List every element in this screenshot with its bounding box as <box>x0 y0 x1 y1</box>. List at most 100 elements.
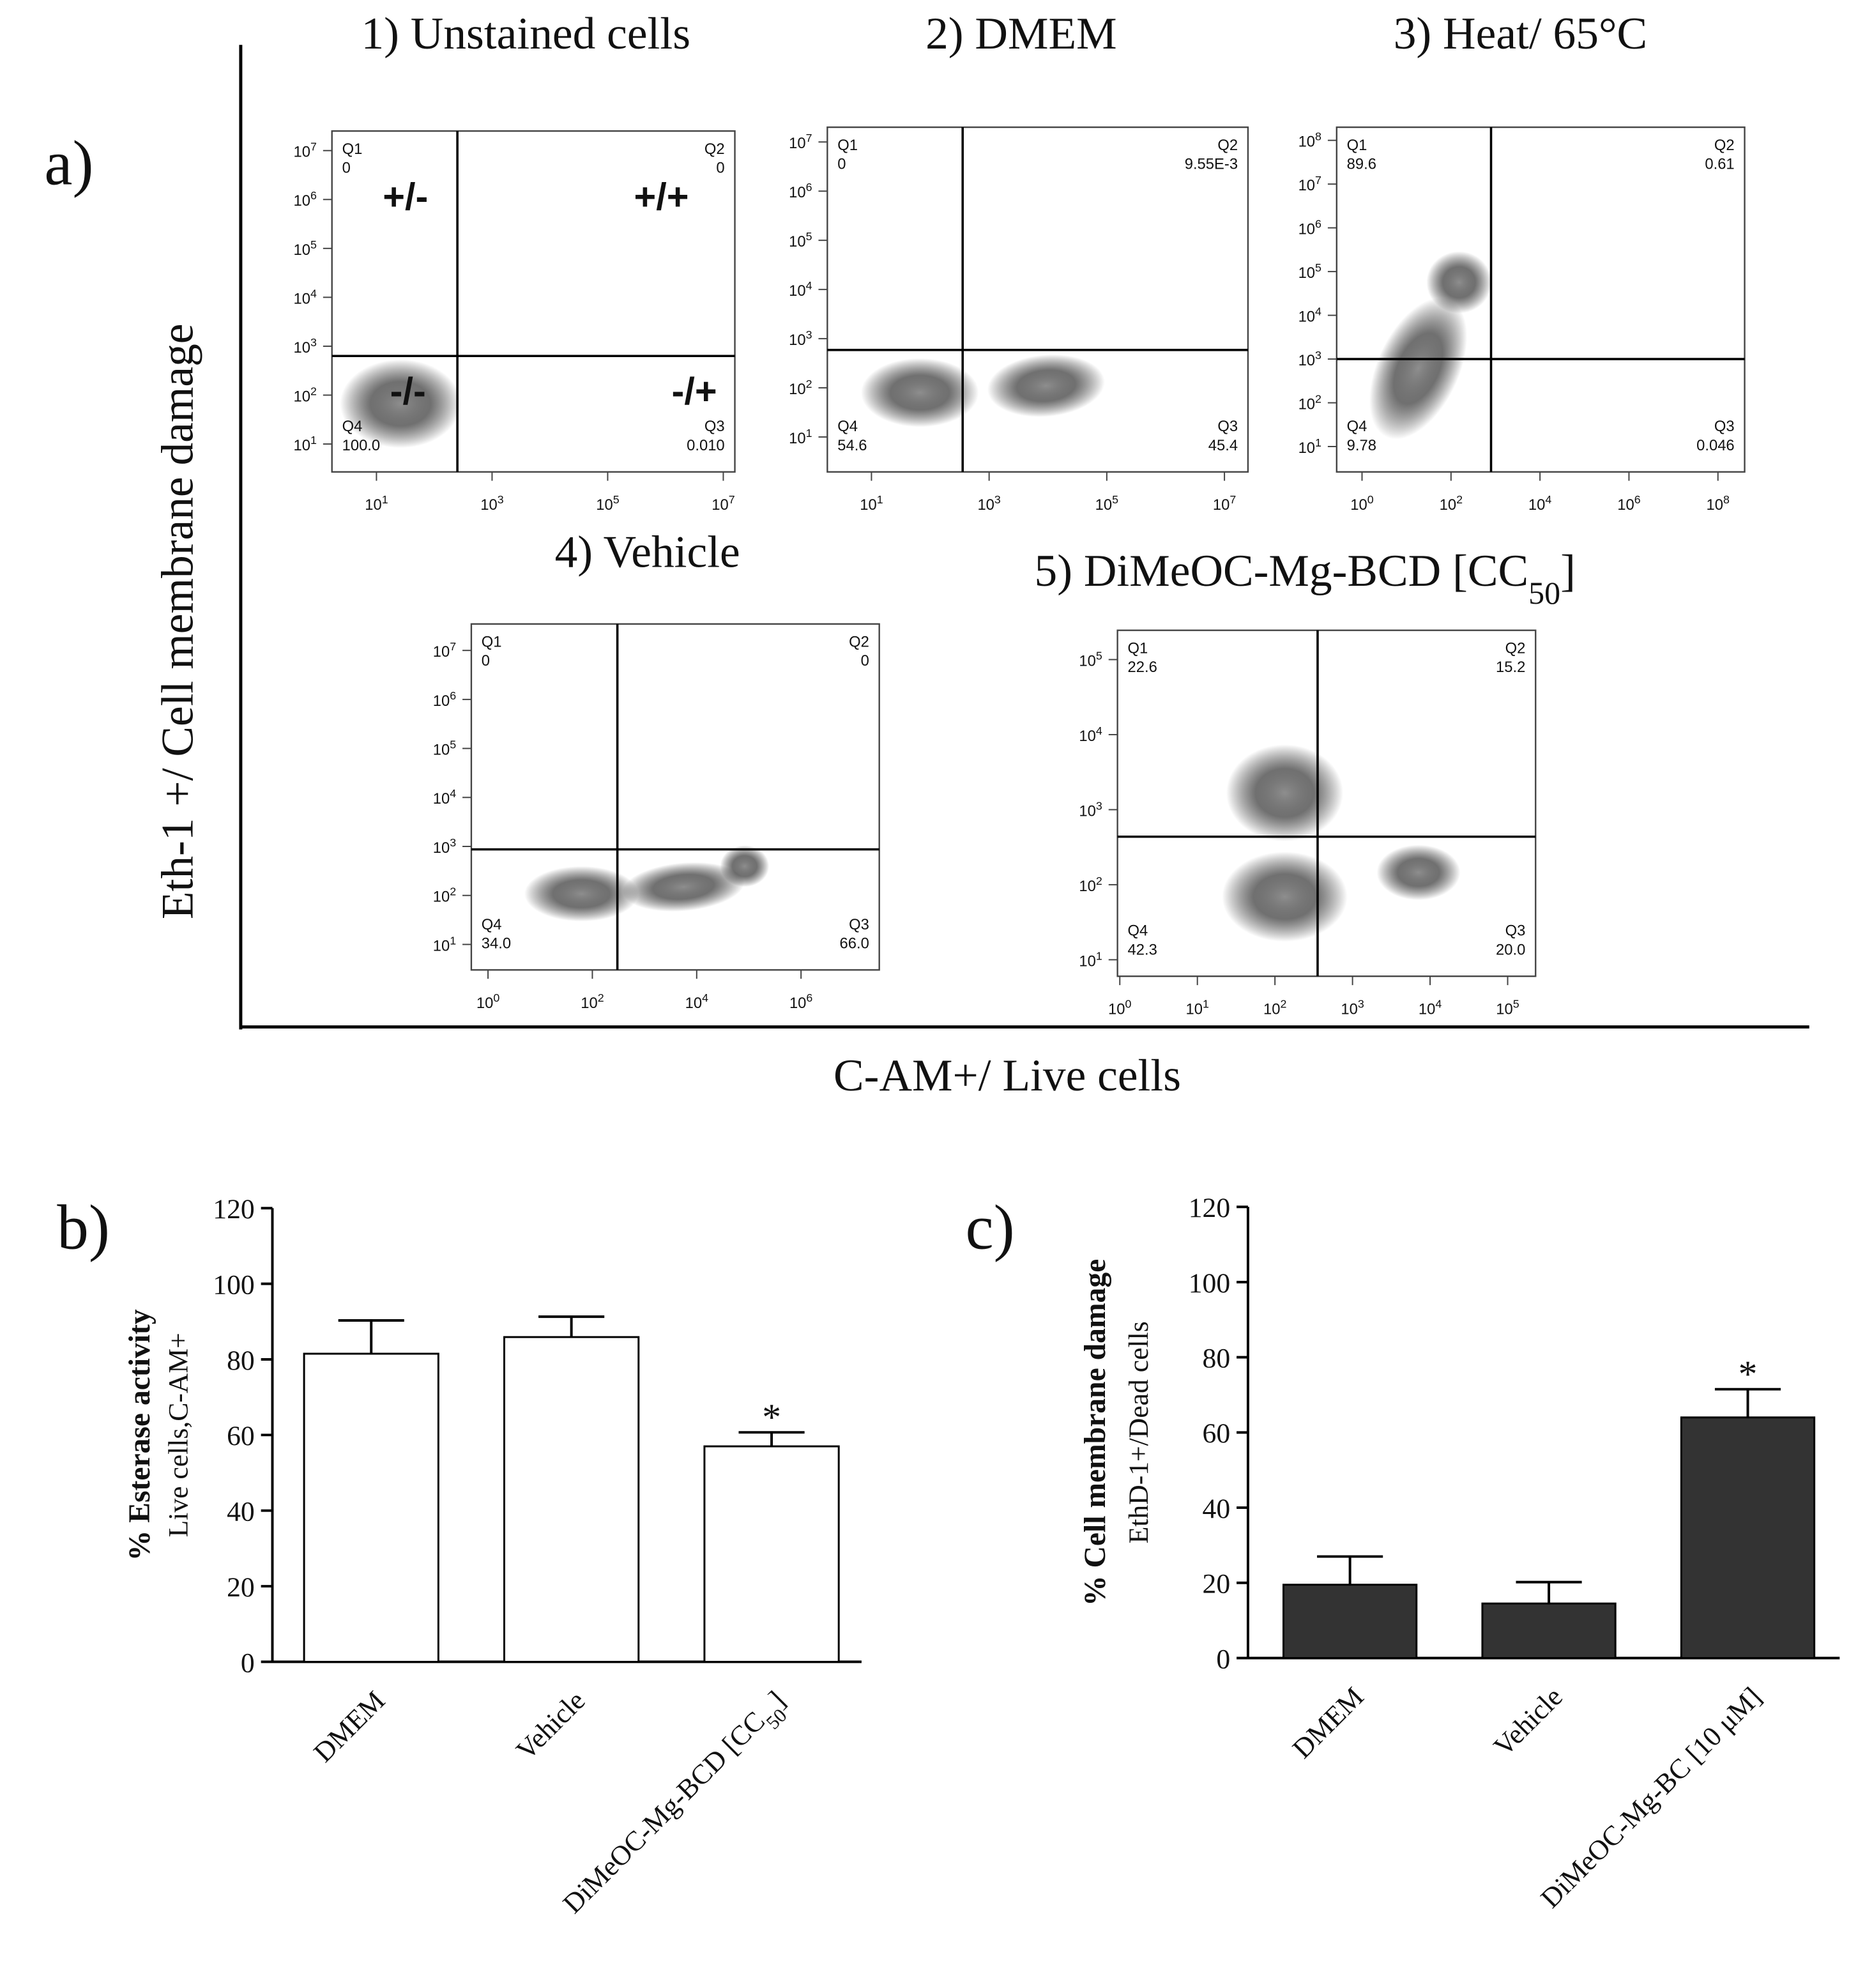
plot-frame <box>331 130 736 473</box>
quadrant-name: Q4 <box>342 418 363 435</box>
tick-exponent: 5 <box>613 493 620 506</box>
quadrant-name: Q3 <box>849 916 869 933</box>
x-tick-label: 105 <box>1095 493 1118 514</box>
quadrant-name: Q2 <box>1714 137 1735 154</box>
tick-exponent: 8 <box>1723 493 1730 506</box>
x-tick-label: 103 <box>1341 998 1364 1018</box>
x-tick-label: 102 <box>581 991 604 1012</box>
tick-exponent: 5 <box>310 238 317 251</box>
quadrant-value: 9.78 <box>1347 437 1376 454</box>
tick-exponent: 3 <box>450 836 456 849</box>
tick-base: 10 <box>433 790 450 807</box>
quadrant-value: 100.0 <box>342 437 381 454</box>
plot-title: 2) DMEM <box>925 8 1117 59</box>
quadrant-value: 20.0 <box>1496 942 1525 959</box>
y-tick-label: 105 <box>433 738 456 759</box>
tick-base: 10 <box>1298 134 1315 151</box>
tick-exponent: 3 <box>1358 998 1364 1011</box>
tick-exponent: 1 <box>1315 436 1321 449</box>
y-tick-label: 102 <box>1298 392 1321 413</box>
tick-exponent: 3 <box>1096 799 1102 812</box>
x-tick-label: 101 <box>1186 998 1209 1018</box>
y-tick-label: 103 <box>294 336 317 356</box>
tick-base: 10 <box>581 995 597 1012</box>
tick-exponent: 4 <box>1435 998 1442 1011</box>
y-tick-label: 104 <box>433 787 456 807</box>
y-axis-label: % Cell membrane damage <box>1079 1259 1112 1606</box>
tick-base: 10 <box>789 332 805 349</box>
x-tick-label: 102 <box>1440 493 1463 514</box>
tick-base: 10 <box>1350 496 1367 514</box>
tick-base: 10 <box>1419 1001 1435 1018</box>
quadrant-value: 9.55E-3 <box>1185 156 1238 173</box>
x-tick-label: 104 <box>1528 493 1551 514</box>
y-tick-label: 120 <box>1189 1193 1230 1223</box>
x-tick-label: 102 <box>1263 998 1286 1018</box>
x-tick-label: 101 <box>365 493 388 514</box>
quadrant-sign: +/- <box>383 175 428 218</box>
tick-base: 10 <box>433 692 450 710</box>
density-cloud <box>340 359 461 448</box>
y-tick-label: 106 <box>789 181 812 201</box>
tick-exponent: 3 <box>1315 349 1321 362</box>
plot-title: 4) Vehicle <box>555 526 740 577</box>
tick-base: 10 <box>1298 309 1315 326</box>
tick-exponent: 6 <box>1315 218 1321 231</box>
tick-exponent: 4 <box>1545 493 1551 506</box>
tick-base: 10 <box>1079 652 1095 669</box>
x-tick-label: 106 <box>789 991 812 1012</box>
tick-exponent: 3 <box>498 493 504 506</box>
tick-exponent: 3 <box>806 328 812 341</box>
quadrant-name: Q1 <box>342 141 363 158</box>
quadrant-name: Q4 <box>1347 418 1367 435</box>
density-cloud <box>622 862 745 912</box>
tick-exponent: 7 <box>1229 493 1236 506</box>
tick-base: 10 <box>1617 496 1634 514</box>
significance-mark: * <box>762 1396 781 1438</box>
tick-exponent: 7 <box>729 493 735 506</box>
tick-base: 10 <box>1079 878 1095 895</box>
y-tick-label: 20 <box>1203 1569 1231 1600</box>
quadrant-value: 0 <box>482 652 490 669</box>
tick-exponent: 7 <box>1315 174 1321 187</box>
density-cloud <box>720 845 770 887</box>
y-tick-label: 104 <box>1079 724 1102 745</box>
plot-frame <box>826 126 1249 473</box>
plot-title: 3) Heat/ 65°C <box>1394 8 1647 59</box>
tick-exponent: 5 <box>806 230 812 243</box>
quadrant-value: 45.4 <box>1208 437 1238 454</box>
tick-exponent: 7 <box>450 640 456 653</box>
plot-frame <box>1116 629 1537 977</box>
y-tick-label: 0 <box>1216 1644 1230 1674</box>
tick-base: 10 <box>365 496 381 514</box>
quadrant-name: Q3 <box>1714 418 1735 435</box>
quadrant-name: Q4 <box>837 418 858 435</box>
y-tick-label: 102 <box>433 885 456 906</box>
tick-base: 10 <box>1440 496 1456 514</box>
tick-base: 10 <box>294 290 310 307</box>
x-tick-label: 104 <box>685 991 708 1012</box>
tick-base: 10 <box>294 437 310 454</box>
tick-base: 10 <box>1298 395 1315 413</box>
y-tick-label: 100 <box>1189 1268 1230 1299</box>
quadrant-sign: -/- <box>390 370 426 413</box>
y-tick-label: 104 <box>789 279 812 300</box>
tick-exponent: 1 <box>1096 949 1102 962</box>
tick-base: 10 <box>1298 440 1315 457</box>
y-tick-label: 101 <box>789 427 812 447</box>
y-tick-label: 106 <box>1298 218 1321 238</box>
density-cloud <box>1376 845 1461 901</box>
tick-exponent: 1 <box>1203 998 1209 1011</box>
quadrant-name: Q4 <box>482 916 502 933</box>
tick-exponent: 0 <box>1367 493 1374 506</box>
x-tick-label: DiMeOC-Mg-BC [10 μM] <box>1535 1681 1767 1914</box>
y-tick-label: 40 <box>1203 1494 1231 1524</box>
tick-base: 10 <box>789 282 805 300</box>
y-tick-label: 106 <box>433 689 456 710</box>
tick-exponent: 4 <box>1096 724 1102 737</box>
x-tick-label: 105 <box>1496 998 1519 1018</box>
tick-exponent: 2 <box>310 385 317 397</box>
quadrant-name: Q3 <box>704 418 725 435</box>
x-tick-label: 100 <box>1350 493 1373 514</box>
quadrant-value: 0.046 <box>1696 437 1735 454</box>
